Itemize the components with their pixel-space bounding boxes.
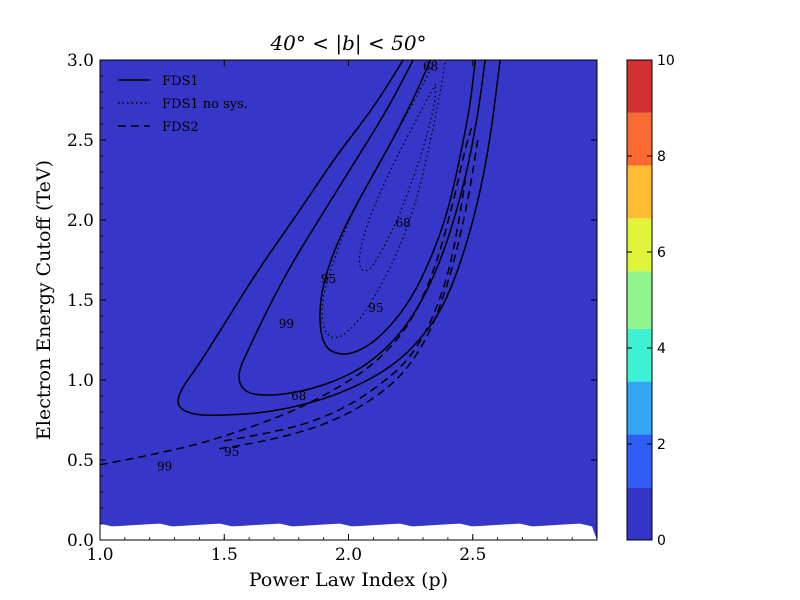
contour-label: 95 (224, 445, 239, 459)
contour-label: 68 (291, 389, 306, 403)
x-tick-label: 2.0 (335, 545, 362, 565)
legend-entry-label: FDS1 no sys. (162, 97, 248, 112)
contour-label: 68 (396, 216, 411, 230)
x-tick-label: 1.5 (211, 545, 238, 565)
colorbar-band (627, 271, 652, 329)
y-tick-label: 2.0 (67, 211, 94, 231)
x-axis-ticks: 1.0 1.5 2.0 2.5 (86, 60, 573, 565)
contour-lines (100, 60, 501, 466)
colorbar-tick-label: 10 (657, 53, 675, 69)
colorbar-tick-label: 4 (657, 341, 666, 357)
y-axis-ticks: 0.0 0.5 1.0 1.5 2.0 2.5 3.0 (67, 51, 597, 551)
chart-title: 40° < |b| < 50° (269, 31, 426, 56)
colorbar-band (627, 112, 652, 166)
legend: FDS1 FDS1 no sys. FDS2 (118, 74, 248, 135)
colorbar-tick-label: 0 (657, 533, 666, 549)
contour-dashed-95 (219, 139, 479, 450)
legend-entry-label: FDS1 (162, 74, 199, 89)
contour-label: 95 (368, 301, 383, 315)
contour-label: 99 (279, 317, 294, 331)
colorbar-band (627, 381, 652, 435)
y-tick-label: 3.0 (67, 51, 94, 71)
colorbar-band (627, 487, 652, 540)
colorbar-band (627, 328, 652, 382)
contour-labels: 99 95 68 68 95 68 95 99 (157, 59, 438, 473)
colorbar-tick-label: 2 (657, 437, 666, 453)
contour-solid-68 (319, 60, 476, 355)
x-tick-label: 1.0 (86, 545, 113, 565)
contour-dashed-68 (224, 179, 467, 442)
contour-solid-99 (177, 60, 501, 416)
colorbar-band (627, 60, 652, 113)
y-tick-label: 1.5 (67, 291, 94, 311)
legend-entry-label: FDS2 (162, 120, 199, 135)
y-tick-label: 0.0 (67, 531, 94, 551)
colorbar-band (627, 165, 652, 219)
y-tick-label: 2.5 (67, 131, 94, 151)
contour-label: 99 (157, 459, 172, 473)
colorbar-band (627, 218, 652, 272)
x-tick-label: 2.5 (459, 545, 486, 565)
colorbar-tick-label: 6 (657, 245, 666, 261)
colorbar: 0 2 4 6 8 10 (626, 53, 675, 549)
y-tick-label: 1.0 (67, 371, 94, 391)
y-tick-label: 0.5 (67, 451, 94, 471)
colorbar-tick-label: 8 (657, 149, 666, 165)
y-axis-label: Electron Energy Cutoff (TeV) (33, 160, 55, 440)
contour-label: 68 (423, 59, 438, 73)
colorbar-band (627, 434, 652, 488)
x-axis-label: Power Law Index (p) (249, 569, 448, 591)
contour-label: 95 (321, 272, 336, 286)
contour-solid-95 (238, 60, 486, 396)
contour-dashed-99 (100, 123, 474, 466)
colorbar-frame (626, 59, 653, 541)
